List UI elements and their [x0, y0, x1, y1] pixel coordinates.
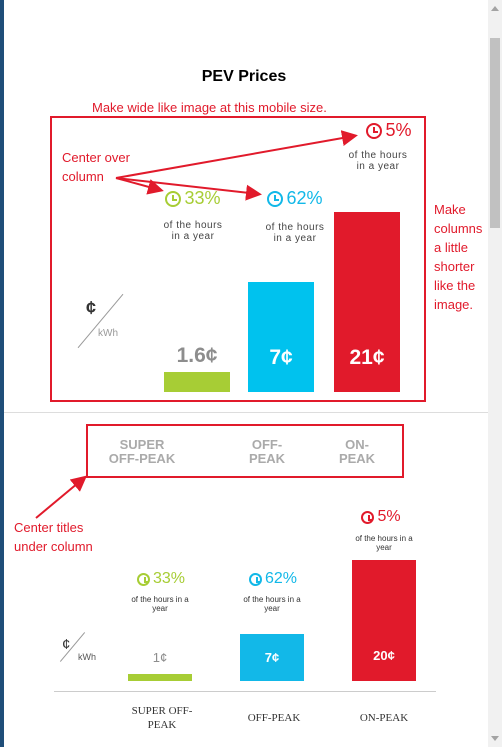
mockup-percent-on-peak: 5%	[352, 120, 426, 141]
ref-unit-kwh: kWh	[78, 652, 96, 662]
ref-label-on-peak: ON-PEAK	[359, 712, 409, 724]
mockup-percent-super-off-peak: 33%	[156, 188, 230, 209]
section-divider	[4, 412, 488, 413]
scrollbar-thumb[interactable]	[490, 38, 500, 228]
mockup-titles-box	[86, 424, 404, 478]
annotation-columns: Make columns a little shorter like the i…	[434, 202, 483, 312]
mockup-price-on-peak: 21¢	[349, 346, 385, 369]
arrow-to-5pct	[115, 130, 358, 179]
ref-price-super-off-peak: 1¢	[152, 650, 168, 665]
ref-label-off-peak: OFF-PEAK	[247, 712, 301, 724]
annotation-wide: Make wide like image at this mobile size…	[92, 100, 327, 115]
ref-price-on-peak: 20¢	[373, 648, 395, 663]
mockup-label-off-peak: OFF-PEAK	[248, 437, 286, 466]
ref-percent-off-peak: 62%	[238, 570, 308, 588]
mockup-chart-box	[50, 116, 426, 402]
mockup-caption-on-peak: of the hours in a year	[348, 150, 408, 172]
arrow-to-33pct	[115, 177, 164, 195]
ref-percent-on-peak: 5%	[348, 508, 414, 526]
mockup-caption-super-off-peak: of the hours in a year	[163, 220, 223, 242]
unit-cent: ¢	[86, 298, 97, 318]
scroll-down-arrow-icon[interactable]	[491, 736, 499, 741]
ref-baseline	[54, 691, 436, 692]
mockup-label-on-peak: ON-PEAK	[338, 437, 376, 466]
clock-icon	[366, 122, 383, 139]
mockup-percent-off-peak: 62%	[258, 188, 332, 209]
unit-kwh: kWh	[98, 328, 118, 339]
ref-label-super-off-peak: SUPER OFF-PEAK	[131, 705, 193, 731]
annotation-center-over: Center over column	[62, 150, 130, 184]
clock-icon	[361, 510, 375, 524]
ref-caption-super-off-peak: of the hours in a year	[131, 595, 189, 613]
clock-icon	[248, 572, 262, 586]
mockup-label-super-off-peak: SUPER OFF-PEAK	[108, 437, 176, 466]
mockup-bar-super-off-peak	[164, 372, 230, 392]
mockup-price-super-off-peak: 1.6¢	[176, 344, 218, 367]
arrow-to-titles	[35, 475, 88, 519]
scroll-up-arrow-icon[interactable]	[491, 6, 499, 11]
clock-icon	[267, 190, 284, 207]
mockup-bar-off-peak: 7¢	[248, 282, 314, 392]
annotation-center-titles: Center titles under column	[14, 520, 93, 554]
ref-price-off-peak: 7¢	[264, 650, 280, 665]
ref-caption-off-peak: of the hours in a year	[243, 595, 301, 613]
ref-percent-super-off-peak: 33%	[126, 570, 196, 588]
page-title: PEV Prices	[201, 68, 287, 85]
clock-icon	[165, 190, 182, 207]
ref-bar-super-off-peak	[128, 674, 192, 681]
clock-icon	[136, 572, 150, 586]
mockup-caption-off-peak: of the hours in a year	[265, 222, 325, 244]
left-border	[0, 0, 4, 747]
ref-unit-cent: ¢	[62, 636, 71, 653]
mockup-price-off-peak: 7¢	[269, 346, 293, 369]
ref-caption-on-peak: of the hours in a year	[355, 534, 413, 552]
mockup-bar-on-peak: 21¢	[334, 212, 400, 392]
ref-bar-off-peak: 7¢	[240, 634, 304, 681]
arrow-to-62pct	[115, 177, 262, 201]
ref-bar-on-peak: 20¢	[352, 560, 416, 681]
